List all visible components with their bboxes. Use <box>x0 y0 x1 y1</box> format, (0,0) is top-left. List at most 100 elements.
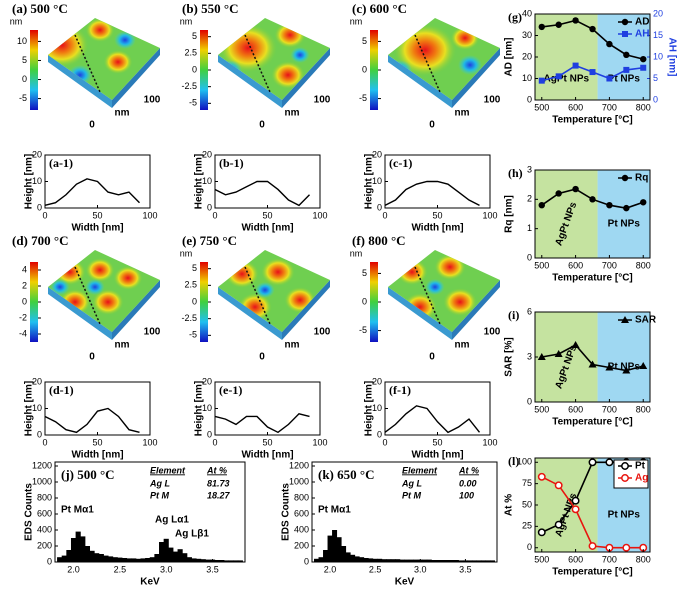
colorbar-tick-label: 5 <box>362 268 367 278</box>
plot-frame <box>214 154 321 209</box>
axis-label: nm <box>285 108 300 119</box>
surface-valley <box>290 47 310 63</box>
legend-label: AH <box>635 29 649 40</box>
colorbar-tick-label: 4 <box>22 264 27 274</box>
surface-peak <box>434 254 466 280</box>
spectrum-bar <box>154 554 160 562</box>
y-tick-label: 0 <box>207 202 212 212</box>
y-tick-label: 6 <box>527 306 532 316</box>
surface-peak <box>85 258 115 282</box>
legend-label: Rq <box>635 173 648 184</box>
x-tick-label: 50 <box>262 210 272 220</box>
series-line <box>384 405 481 434</box>
y-axis-label: Rq [nm] <box>504 195 515 233</box>
plot-frame <box>311 461 498 563</box>
marker <box>538 23 545 31</box>
axis-label: nm <box>115 340 130 351</box>
colorbar-label: nm <box>350 16 363 26</box>
plot-area <box>385 382 490 435</box>
table-cell: 100 <box>459 490 474 500</box>
y-axis-label: Height [nm] <box>194 154 205 210</box>
spectrum-bar <box>368 558 374 562</box>
panel-title: (f-1) <box>389 383 411 397</box>
y-tick-label: 10 <box>32 176 42 186</box>
panel-title: (b) 550 °C <box>182 1 238 16</box>
x-tick-label: 50 <box>432 210 442 220</box>
spectrum-bar <box>350 554 356 562</box>
y-tick-label: 50 <box>522 499 532 509</box>
surface-panel: (d) 700 °C 4 2 0 -2 -4 0 nm 100 <box>12 233 161 363</box>
spectrum-bar <box>476 560 482 562</box>
colorbar-label: nm <box>350 248 363 258</box>
y-tick-label: 0 <box>527 252 532 262</box>
spectrum-bar <box>332 530 338 562</box>
y-tick-label: 1000 <box>289 476 309 486</box>
colorbar-label: nm <box>180 248 193 258</box>
y-tick-label: 600 <box>37 508 52 518</box>
x-tick-label: 50 <box>432 437 442 447</box>
y-tick-label: 0 <box>207 429 212 439</box>
spectrum-bar <box>219 560 225 562</box>
spectrum-bar <box>233 560 239 562</box>
y-tick-label: 0 <box>37 202 42 212</box>
spectrum-bar <box>75 531 81 562</box>
surface-bumps <box>48 18 136 85</box>
legend-label: Pt <box>635 461 646 472</box>
table-cell: 18.27 <box>207 490 231 500</box>
y-tick-label: 10 <box>372 176 382 186</box>
spectrum-bar <box>386 559 392 562</box>
surface-side <box>218 287 282 340</box>
spectrum-bar <box>108 556 114 562</box>
y-tick-label: 3 <box>527 351 532 361</box>
colorbar-tick-label: 0 <box>192 296 197 306</box>
y-tick-label: 20 <box>32 376 42 386</box>
region <box>535 170 598 258</box>
y-tick-label: 75 <box>522 478 532 488</box>
table-header: Element <box>150 465 186 475</box>
x-axis-label: Width [nm] <box>411 450 463 461</box>
y-axis-label: At % <box>504 494 515 516</box>
legend-box <box>613 459 649 489</box>
spectrum-bar <box>377 558 383 562</box>
surface-peak <box>450 26 480 50</box>
colorbar-tick-label: -2 <box>19 312 27 322</box>
table-header: At % <box>458 465 479 475</box>
y-axis-label: AD [nm] <box>504 38 515 77</box>
x-axis-label: Temperature [°C] <box>552 273 633 284</box>
spectrum-bar <box>98 554 104 562</box>
colorbar-tick-label: 5 <box>192 31 197 41</box>
surface-peak <box>396 259 428 285</box>
spectrum-bar <box>336 537 342 562</box>
y-tick-label: 100 <box>517 457 532 467</box>
y-tick-label: 200 <box>37 540 52 550</box>
marker <box>571 341 580 348</box>
x-tick-label: 3.5 <box>459 564 472 574</box>
spectrum-bar <box>168 547 174 562</box>
axis-label: nm <box>455 340 470 351</box>
colorbar-tick-label: 5 <box>22 55 27 65</box>
x-tick-label: 50 <box>92 210 102 220</box>
colorbar <box>370 30 378 110</box>
spectrum-bar <box>131 558 137 562</box>
axis-label: 100 <box>144 95 161 106</box>
colorbar-tick-label: 2.5 <box>184 48 197 58</box>
x-tick-label: 500 <box>534 102 549 112</box>
x-tick-label: 800 <box>636 260 651 270</box>
axis-label: 100 <box>314 95 331 106</box>
table-cell: 0.00 <box>459 478 477 488</box>
series-line <box>384 180 480 206</box>
legend-marker <box>621 462 629 470</box>
x-axis-label: Width [nm] <box>241 223 293 234</box>
peak-label: Pt Mα1 <box>61 505 94 516</box>
spectrum-bar <box>323 550 329 562</box>
marker <box>572 185 579 193</box>
x-axis-label: Width [nm] <box>71 223 123 234</box>
plot-frame <box>44 381 151 436</box>
spectrum-bar <box>57 557 63 562</box>
marker <box>589 69 596 76</box>
y-tick-label: 0 <box>304 556 309 566</box>
spectrum-bar <box>149 557 155 562</box>
spectrum-bar <box>66 550 72 562</box>
